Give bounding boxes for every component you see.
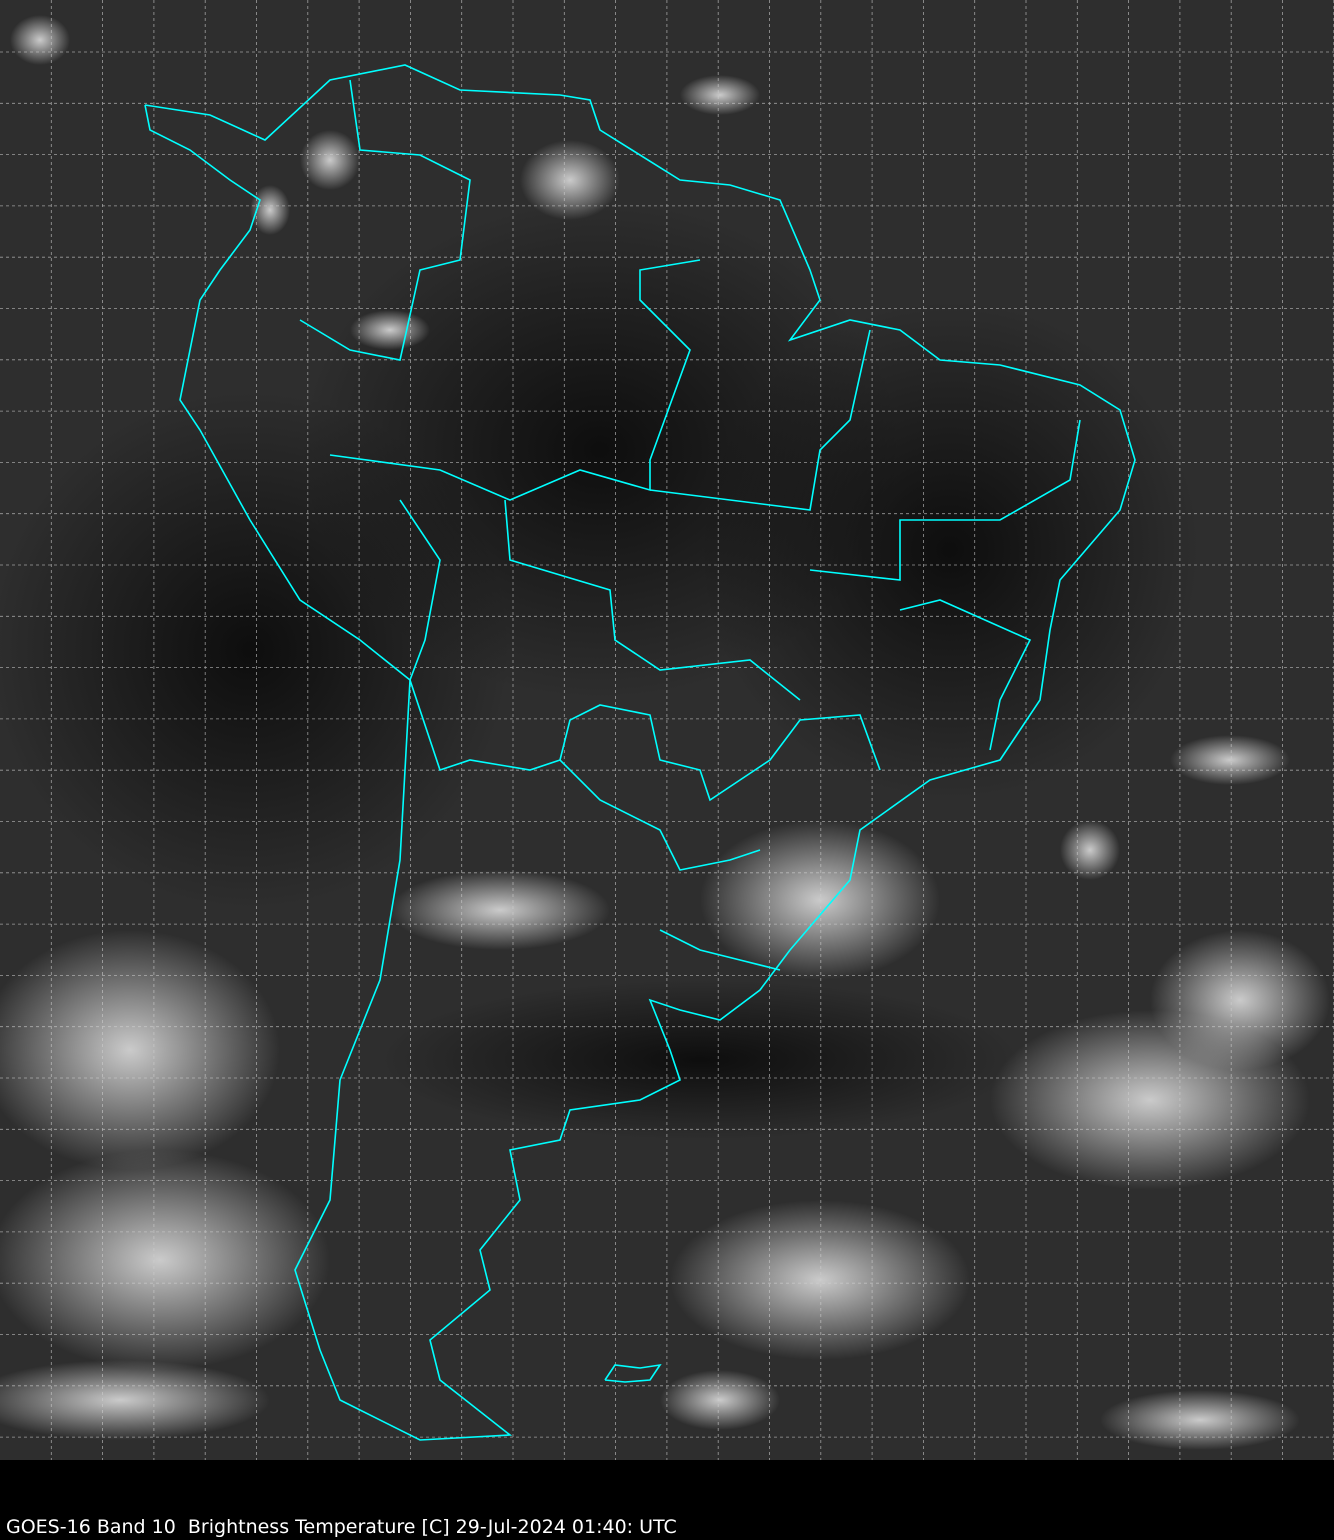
- south-america-coastline: [144, 64, 1136, 1441]
- image-caption: GOES-16 Band 10 Brightness Temperature […: [6, 1516, 677, 1538]
- border-line: [409, 679, 761, 871]
- border-line: [299, 79, 471, 361]
- cloud-regions: [0, 15, 1330, 1450]
- satellite-image: [0, 0, 1334, 1460]
- falkland-islands: [604, 1363, 662, 1383]
- border-line: [329, 259, 701, 501]
- country-borders: [144, 64, 1136, 1441]
- satellite-layer: [0, 0, 1334, 1460]
- border-line: [649, 329, 871, 511]
- border-line: [559, 704, 881, 802]
- border-line: [659, 929, 781, 971]
- border-line: [399, 499, 441, 681]
- border-line: [504, 499, 801, 701]
- lat-lon-grid: [0, 0, 1334, 1460]
- clear-sky-regions: [0, 200, 1200, 1140]
- border-line: [809, 419, 1081, 581]
- border-line: [899, 599, 1032, 751]
